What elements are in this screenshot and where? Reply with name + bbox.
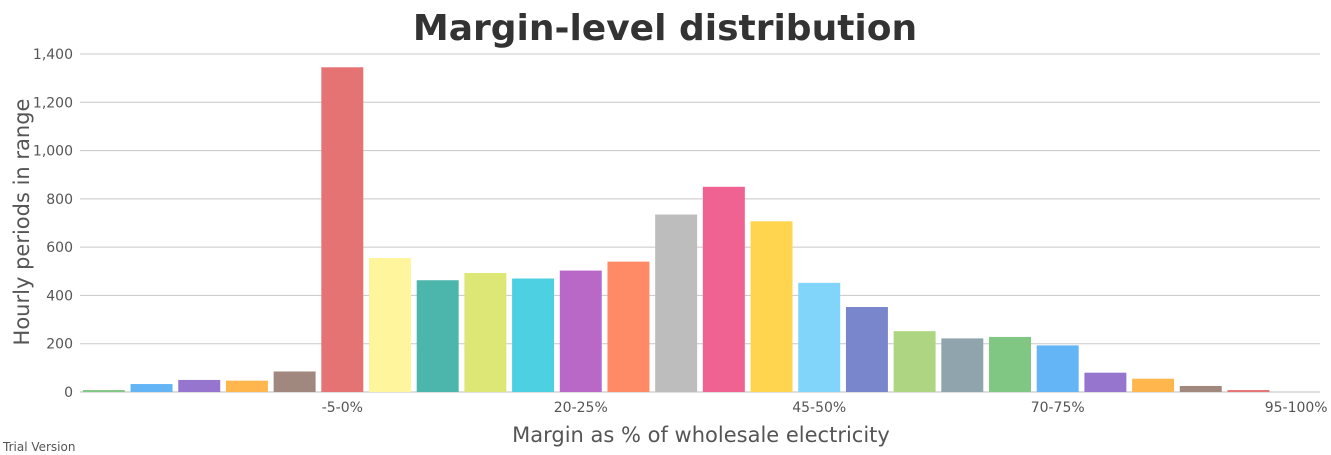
x-tick-label: 20-25% [554,400,608,416]
y-tick-label: 800 [46,192,73,208]
bar [1179,385,1222,392]
bar [1036,345,1079,392]
trial-version-watermark: Trial Version [3,440,76,454]
bar [321,67,364,392]
bar [702,186,745,392]
x-axis-ticks: -5-0% 20-25% 45-50% 70-75% 95-100% [322,400,1328,416]
x-tick-label: -5-0% [322,400,363,416]
bar [512,278,555,392]
y-tick-label: 600 [46,240,73,256]
x-axis-label: Margin as % of wholesale electricity [512,423,890,447]
y-axis-ticks: 0 200 400 600 800 1,000 1,200 1,400 [33,47,73,401]
bar [989,336,1031,392]
chart-title: Margin-level distribution [413,8,917,49]
bar [750,221,793,392]
bar [178,379,221,392]
y-tick-label: 400 [46,288,73,304]
bar [464,272,507,392]
bar [559,270,602,392]
bar [607,261,650,392]
bar [82,390,125,392]
bar [893,331,936,392]
y-tick-label: 1,000 [33,144,73,160]
y-tick-label: 200 [46,337,73,353]
bar [798,282,841,392]
bar [655,214,698,392]
y-tick-label: 1,400 [33,47,73,63]
y-axis-label: Hourly periods in range [10,99,34,346]
bar [130,384,173,392]
bar [273,371,316,392]
grid-lines [80,53,1320,393]
bar [369,258,411,392]
bar [845,307,888,392]
bar [416,280,459,392]
x-tick-label: 95-100% [1265,400,1328,416]
bar [1084,372,1127,392]
bar [1227,390,1270,392]
bar [941,338,984,392]
y-tick-label: 0 [64,385,73,401]
bar [1132,378,1175,392]
x-tick-label: 45-50% [792,400,846,416]
bars [82,67,1270,392]
x-tick-label: 70-75% [1031,400,1085,416]
bar [225,380,268,392]
y-tick-label: 1,200 [33,95,73,111]
